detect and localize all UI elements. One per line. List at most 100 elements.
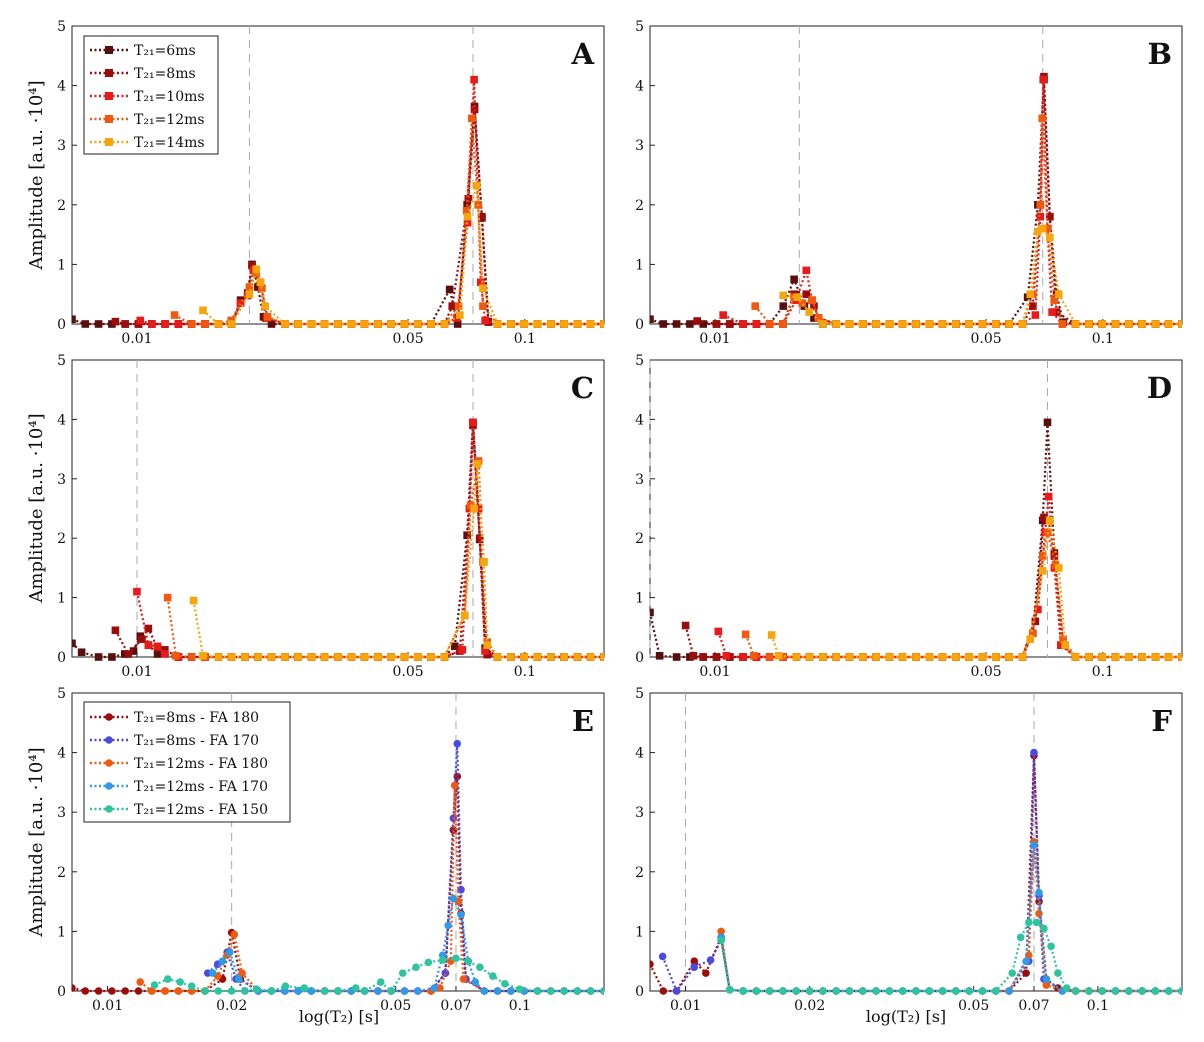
series	[693, 72, 1182, 328]
series	[111, 421, 604, 661]
legend-marker	[105, 46, 113, 54]
data-point	[245, 283, 254, 291]
data-point	[281, 982, 290, 991]
data-point	[347, 320, 356, 328]
data-point	[1046, 233, 1054, 242]
data-point	[1111, 653, 1120, 661]
data-point	[898, 320, 907, 328]
data-point	[507, 653, 515, 661]
data-point	[722, 652, 731, 660]
data-point	[1032, 918, 1041, 927]
series-line	[135, 422, 604, 659]
data-point	[307, 653, 316, 661]
series	[208, 894, 604, 995]
data-point	[765, 653, 774, 661]
y-tick-label: 1	[635, 257, 644, 273]
data-point	[320, 653, 329, 661]
data-point	[586, 987, 595, 995]
legend-label: T₂₁=8ms	[134, 66, 196, 82]
data-point	[810, 314, 818, 322]
data-point	[161, 646, 169, 654]
data-point	[133, 587, 141, 596]
data-point	[779, 653, 787, 661]
data-point	[347, 653, 356, 661]
data-point	[187, 982, 196, 991]
legend-label: T₂₁=8ms - FA 180	[134, 710, 259, 726]
data-point	[412, 963, 420, 971]
data-point	[1047, 942, 1055, 951]
series-line	[650, 422, 1182, 659]
data-point	[1038, 224, 1047, 233]
series	[717, 918, 1182, 995]
data-point	[832, 320, 840, 328]
data-point	[176, 978, 184, 986]
data-point	[573, 320, 582, 328]
y-tick-label: 4	[635, 412, 644, 428]
data-point	[802, 266, 811, 275]
data-point	[480, 987, 489, 995]
data-point	[440, 653, 449, 661]
data-point	[819, 653, 827, 661]
legend-entry: T₂₁=12ms - FA 180	[90, 756, 268, 772]
data-point	[1057, 641, 1065, 649]
data-point	[1022, 957, 1030, 965]
data-point	[714, 627, 723, 636]
data-point	[458, 646, 467, 654]
data-point	[464, 957, 473, 965]
data-point	[898, 653, 907, 661]
data-point	[1164, 653, 1173, 661]
data-point	[792, 653, 801, 661]
series-line	[744, 532, 1182, 659]
data-point	[1111, 320, 1120, 328]
data-point	[153, 642, 162, 651]
data-point	[1178, 653, 1182, 661]
x-tick-label: 0.01	[92, 998, 123, 1014]
x-axis-label: log(T₂) [s]	[299, 1007, 379, 1026]
y-tick-label: 3	[57, 138, 66, 154]
panel-a: 0 1 2 3 4 5 0.01 0.05 0.1 A	[57, 19, 605, 347]
data-point	[387, 987, 396, 995]
data-point	[199, 652, 207, 660]
data-point	[254, 653, 262, 661]
data-point	[241, 653, 249, 661]
data-point	[938, 653, 947, 661]
data-point	[1029, 629, 1037, 638]
data-point	[965, 653, 973, 661]
legend-label: T₂₁=14ms	[134, 135, 205, 151]
x-tick-label: 0.01	[670, 998, 701, 1014]
data-point	[1058, 320, 1067, 328]
data-point	[476, 963, 484, 971]
data-point	[479, 302, 487, 310]
data-point	[414, 320, 422, 328]
data-point	[765, 320, 774, 328]
x-tick-label: 0.1	[1087, 998, 1109, 1014]
data-point	[699, 320, 707, 328]
x-tick-label: 0.01	[699, 331, 730, 347]
data-point	[129, 647, 138, 655]
x-tick-label: 0.02	[216, 998, 247, 1014]
data-point	[481, 647, 489, 655]
data-point	[507, 320, 515, 328]
data-point	[94, 653, 103, 661]
data-point	[912, 320, 920, 328]
series	[751, 114, 1182, 328]
data-point	[144, 641, 153, 649]
data-point	[686, 320, 694, 328]
legend-top: T₂₁=6ms T₂₁=8ms T₂₁=10ms T₂₁=12ms T₂₁=14ms	[83, 35, 219, 155]
data-point	[1085, 987, 1093, 995]
series-line	[174, 118, 604, 326]
data-point	[483, 641, 492, 649]
data-point	[236, 299, 245, 307]
series	[199, 181, 604, 328]
data-point	[1018, 653, 1027, 661]
data-point	[227, 320, 236, 328]
data-point	[161, 320, 169, 328]
series	[717, 838, 1182, 995]
data-point	[1138, 320, 1146, 328]
data-point	[779, 320, 787, 328]
data-point	[650, 960, 654, 968]
x-tick-label: 0.01	[699, 664, 730, 680]
data-point	[952, 653, 960, 661]
data-point	[819, 320, 827, 328]
